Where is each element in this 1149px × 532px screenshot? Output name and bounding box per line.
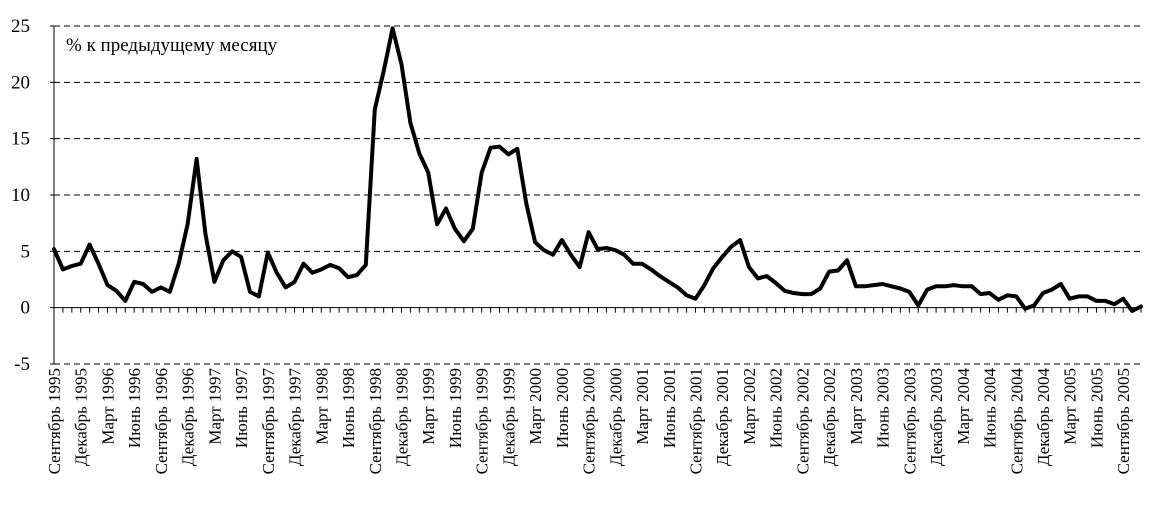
x-tick-label: Декабрь 1996 <box>179 368 198 466</box>
x-tick-label: Сентябрь 1995 <box>45 368 64 474</box>
x-tick-label: Июнь 2003 <box>874 368 893 448</box>
x-tick-label: Сентябрь 2000 <box>580 368 599 474</box>
x-axis: Сентябрь 1995 Декабрь 1995 Март 1996 Июнь 1… <box>45 307 1142 475</box>
x-tick-label: Сентябрь 2004 <box>1007 368 1026 475</box>
x-tick-label: Июнь 2000 <box>553 368 572 448</box>
x-tick-label: Март 1999 <box>419 368 438 445</box>
x-tick-label: Сентябрь 1998 <box>366 368 385 474</box>
y-tick-label: 5 <box>21 241 31 262</box>
x-tick-label: Сентябрь 2003 <box>900 368 919 474</box>
x-tick-label: Март 2005 <box>1061 368 1080 445</box>
x-tick-label: Март 1996 <box>98 368 117 445</box>
x-tick-label: Декабрь 2004 <box>1034 368 1053 467</box>
y-axis: 25 20 15 10 5 0 -5 <box>11 16 55 375</box>
x-tick-label: Июнь 1998 <box>339 368 358 448</box>
x-tick-label: Июнь 2002 <box>767 368 786 448</box>
x-tick-label: Март 2003 <box>847 368 866 445</box>
x-tick-label: Сентябрь 1996 <box>152 368 171 474</box>
y-tick-label: 0 <box>21 298 31 319</box>
x-tick-label: Март 2004 <box>954 368 973 445</box>
x-tick-label: Сентябрь 2005 <box>1114 368 1133 474</box>
x-tick-label: Март 2002 <box>740 368 759 445</box>
x-tick-label: Июнь 1996 <box>125 368 144 448</box>
y-tick-label: 15 <box>11 129 30 150</box>
x-tick-label: Март 2000 <box>526 368 545 445</box>
x-tick-label: Сентябрь 2001 <box>687 368 706 474</box>
x-tick-label: Июнь 1999 <box>446 368 465 448</box>
x-tick-label: Декабрь 1998 <box>392 368 411 466</box>
x-tick-label: Декабрь 1995 <box>72 368 91 466</box>
x-tick-label: Декабрь 1997 <box>286 368 305 467</box>
gridlines <box>54 25 1141 365</box>
x-tick-label: Июнь 2005 <box>1087 368 1106 448</box>
x-tick-label: Сентябрь 1999 <box>473 368 492 474</box>
x-tick-label: Сентябрь 2002 <box>793 368 812 474</box>
x-tick-label: Март 1997 <box>205 368 224 445</box>
x-tick-label: Декабрь 2003 <box>927 368 946 466</box>
y-tick-label: -5 <box>14 354 30 375</box>
x-tick-label: Июнь 2001 <box>660 368 679 448</box>
x-tick-label: Декабрь 2002 <box>820 368 839 466</box>
y-tick-label: 10 <box>11 185 30 206</box>
x-tick-label: Сентябрь 1997 <box>259 368 278 475</box>
y-tick-label: 25 <box>11 16 30 37</box>
x-tick-label: Июнь 1997 <box>232 368 251 449</box>
x-tick-label: Июнь 2004 <box>981 368 1000 449</box>
x-tick-label: Декабрь 2001 <box>713 368 732 466</box>
x-tick-label: Март 1998 <box>312 368 331 445</box>
chart-annotation: % к предыдущему месяцу <box>66 35 278 56</box>
x-tick-label: Декабрь 1999 <box>499 368 518 466</box>
series-group <box>52 26 1143 313</box>
x-tick-label: Март 2001 <box>633 368 652 445</box>
series-line <box>52 26 1143 313</box>
x-tick-label: Декабрь 2000 <box>606 368 625 466</box>
y-tick-label: 20 <box>11 72 30 93</box>
